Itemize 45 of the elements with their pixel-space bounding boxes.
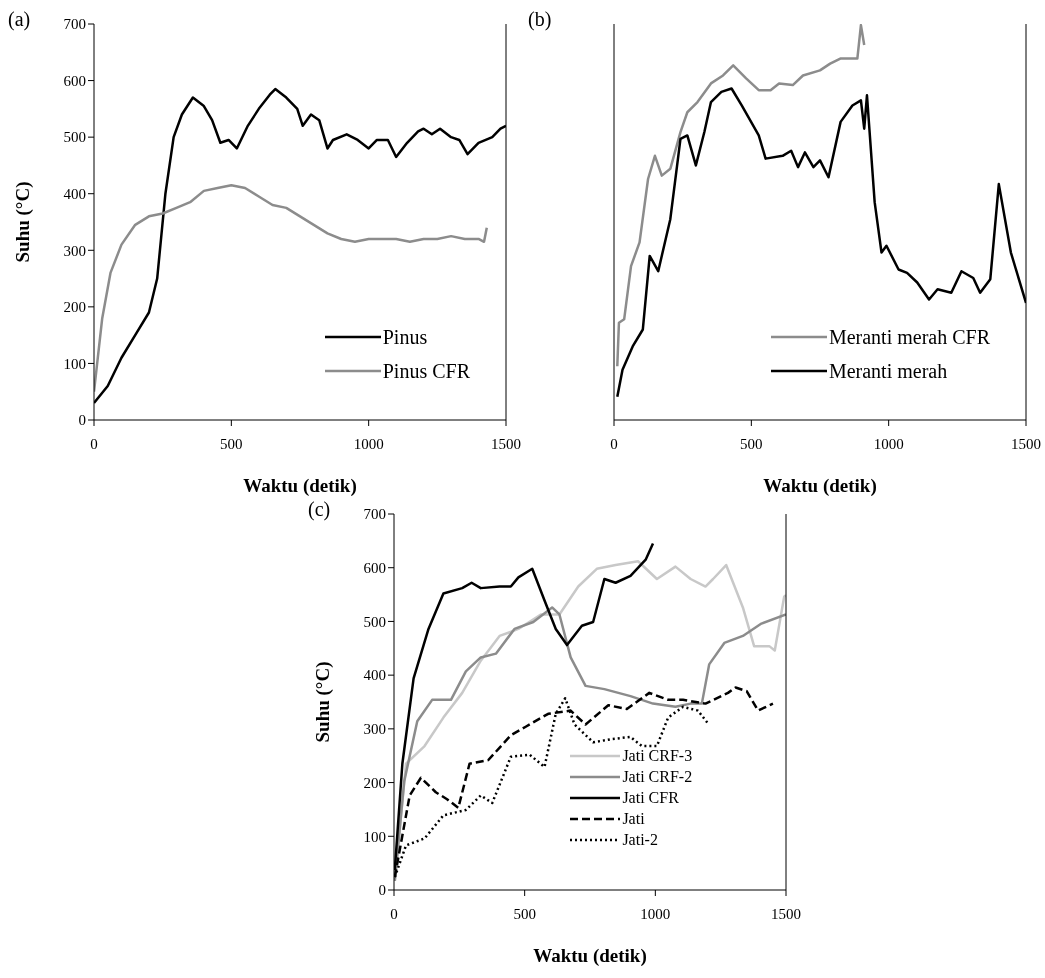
x-tick-label: 1000 [873, 435, 904, 452]
y-tick-label: 0 [378, 882, 386, 899]
x-tick-label: 500 [513, 905, 536, 922]
chart-title: (c) [308, 498, 331, 521]
chart-title: (a) [8, 8, 31, 31]
x-tick-label: 0 [90, 435, 98, 452]
y-axis-title: Suhu (°C) [11, 181, 34, 263]
x-tick-label: 1500 [1011, 435, 1041, 452]
y-tick-label: 100 [363, 828, 386, 845]
y-tick-label: 200 [63, 299, 86, 316]
y-tick-label: 700 [63, 16, 86, 33]
legend-label: Jati-2 [622, 830, 658, 850]
y-tick-label: 600 [63, 72, 86, 89]
y-tick-label: 400 [63, 186, 86, 203]
x-tick-label: 1000 [640, 905, 671, 922]
x-tick-label: 1500 [491, 435, 521, 452]
legend-label: Jati CRF-2 [622, 767, 693, 787]
y-tick-label: 400 [363, 667, 386, 684]
y-tick-label: 500 [363, 613, 386, 630]
legend-label: Jati CRF-3 [622, 746, 693, 766]
x-axis-title: Waktu (detik) [243, 475, 357, 497]
y-tick-label: 200 [363, 774, 386, 791]
legend-label: Meranti merah CFR [828, 325, 990, 350]
x-tick-label: 1500 [771, 905, 801, 922]
x-tick-label: 500 [220, 435, 243, 452]
x-axis-title: Waktu (detik) [763, 475, 877, 497]
y-tick-label: 500 [63, 129, 86, 146]
y-tick-label: 100 [63, 355, 86, 372]
x-tick-label: 0 [390, 905, 398, 922]
chart-title: (b) [528, 8, 552, 31]
x-tick-label: 0 [610, 435, 618, 452]
legend-label: Jati [622, 809, 645, 829]
y-tick-label: 300 [363, 721, 386, 738]
x-tick-label: 500 [740, 435, 763, 452]
legend-label: Meranti merah [828, 359, 948, 384]
y-tick-label: 700 [363, 506, 386, 523]
y-tick-label: 300 [63, 242, 86, 259]
y-tick-label: 0 [78, 412, 86, 429]
x-axis-title: Waktu (detik) [533, 945, 647, 967]
y-axis-title: Suhu (°C) [311, 661, 334, 743]
y-tick-label: 600 [363, 560, 386, 577]
legend-label: Pinus CFR [382, 359, 470, 384]
legend-label: Jati CFR [622, 788, 679, 808]
x-tick-label: 1000 [353, 435, 384, 452]
legend-label: Pinus [382, 325, 428, 350]
